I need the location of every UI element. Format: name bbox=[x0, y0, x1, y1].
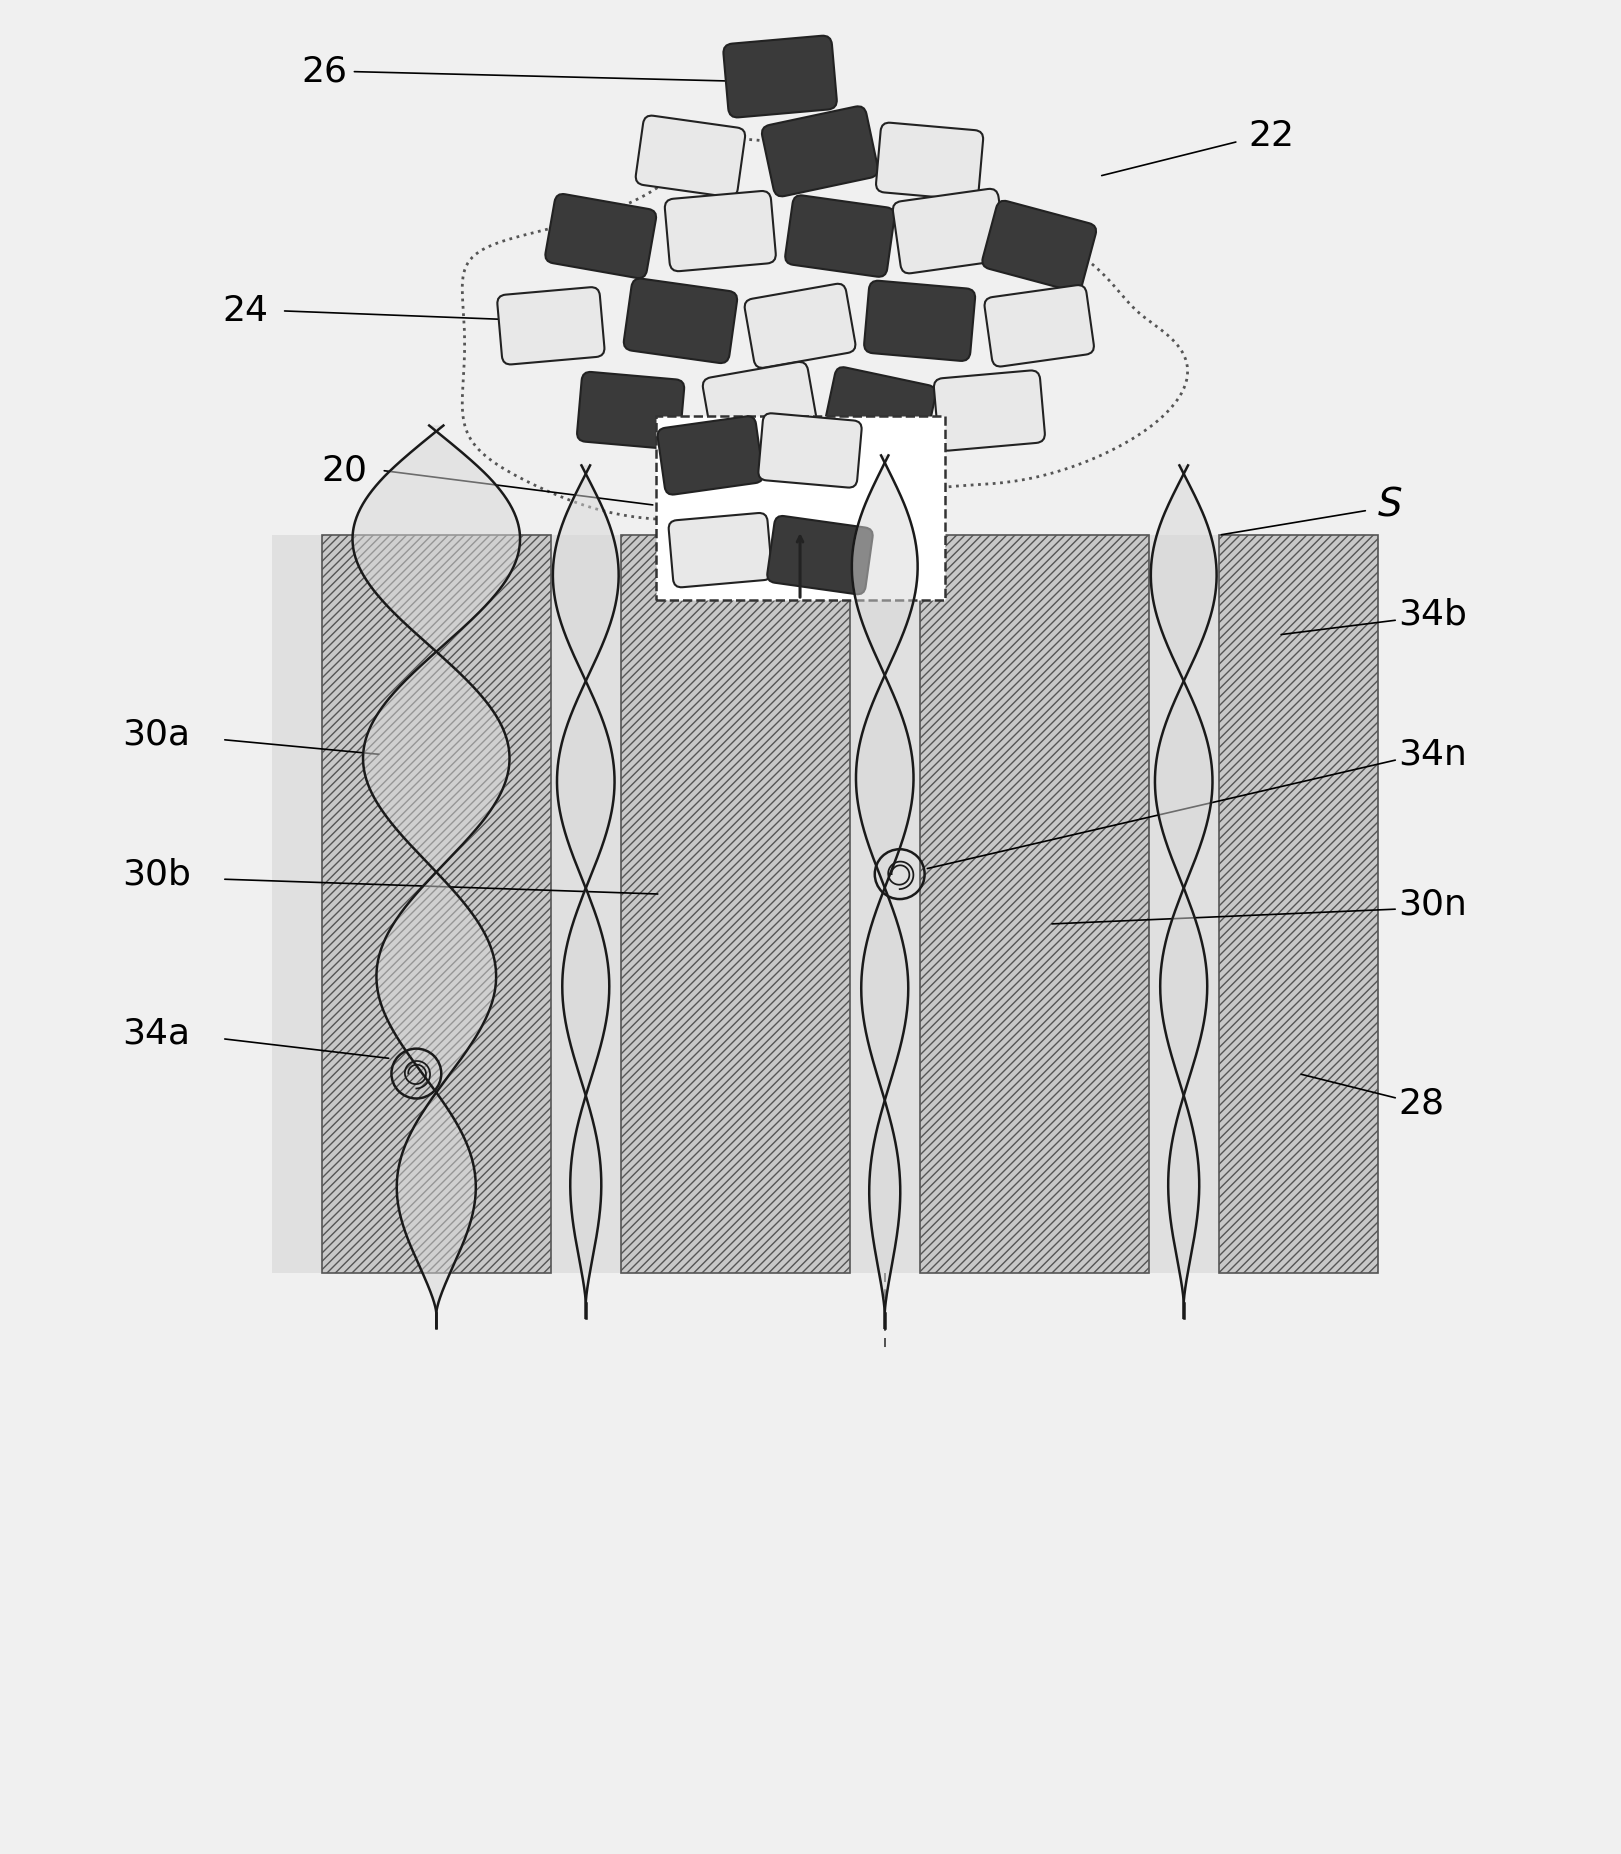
Bar bbox=[551, 536, 621, 1274]
Bar bbox=[1219, 536, 1378, 1274]
Bar bbox=[655, 415, 945, 601]
FancyBboxPatch shape bbox=[665, 191, 776, 271]
Text: 34b: 34b bbox=[1397, 599, 1467, 632]
FancyBboxPatch shape bbox=[759, 413, 862, 488]
FancyBboxPatch shape bbox=[498, 287, 605, 365]
FancyBboxPatch shape bbox=[762, 106, 879, 197]
FancyBboxPatch shape bbox=[864, 280, 976, 362]
Text: 24: 24 bbox=[222, 293, 267, 328]
Bar bbox=[919, 536, 1149, 1274]
FancyBboxPatch shape bbox=[723, 35, 836, 117]
Text: 28: 28 bbox=[1397, 1086, 1444, 1120]
FancyBboxPatch shape bbox=[658, 417, 763, 495]
FancyBboxPatch shape bbox=[785, 195, 895, 276]
Text: 30a: 30a bbox=[122, 717, 190, 751]
Bar bbox=[272, 536, 321, 1274]
FancyBboxPatch shape bbox=[934, 371, 1046, 451]
Text: S: S bbox=[1378, 486, 1402, 525]
FancyBboxPatch shape bbox=[744, 284, 856, 367]
Text: 34n: 34n bbox=[1397, 738, 1467, 771]
Text: 26: 26 bbox=[302, 54, 349, 89]
Bar bbox=[321, 536, 551, 1274]
FancyBboxPatch shape bbox=[545, 195, 657, 278]
FancyBboxPatch shape bbox=[669, 514, 772, 588]
Bar bbox=[621, 536, 849, 1274]
Text: 22: 22 bbox=[1248, 119, 1295, 154]
FancyBboxPatch shape bbox=[767, 515, 872, 595]
FancyBboxPatch shape bbox=[875, 122, 984, 200]
Text: 30n: 30n bbox=[1397, 886, 1467, 921]
Bar bbox=[849, 536, 919, 1274]
FancyBboxPatch shape bbox=[984, 286, 1094, 367]
FancyBboxPatch shape bbox=[823, 367, 935, 454]
FancyBboxPatch shape bbox=[635, 115, 746, 197]
FancyBboxPatch shape bbox=[893, 189, 1007, 273]
Text: 20: 20 bbox=[321, 454, 368, 488]
Text: 30b: 30b bbox=[122, 857, 191, 892]
FancyBboxPatch shape bbox=[704, 362, 817, 449]
Text: 34a: 34a bbox=[122, 1016, 190, 1051]
FancyBboxPatch shape bbox=[624, 278, 738, 363]
FancyBboxPatch shape bbox=[577, 373, 684, 449]
FancyBboxPatch shape bbox=[982, 200, 1096, 291]
Bar bbox=[1149, 536, 1219, 1274]
